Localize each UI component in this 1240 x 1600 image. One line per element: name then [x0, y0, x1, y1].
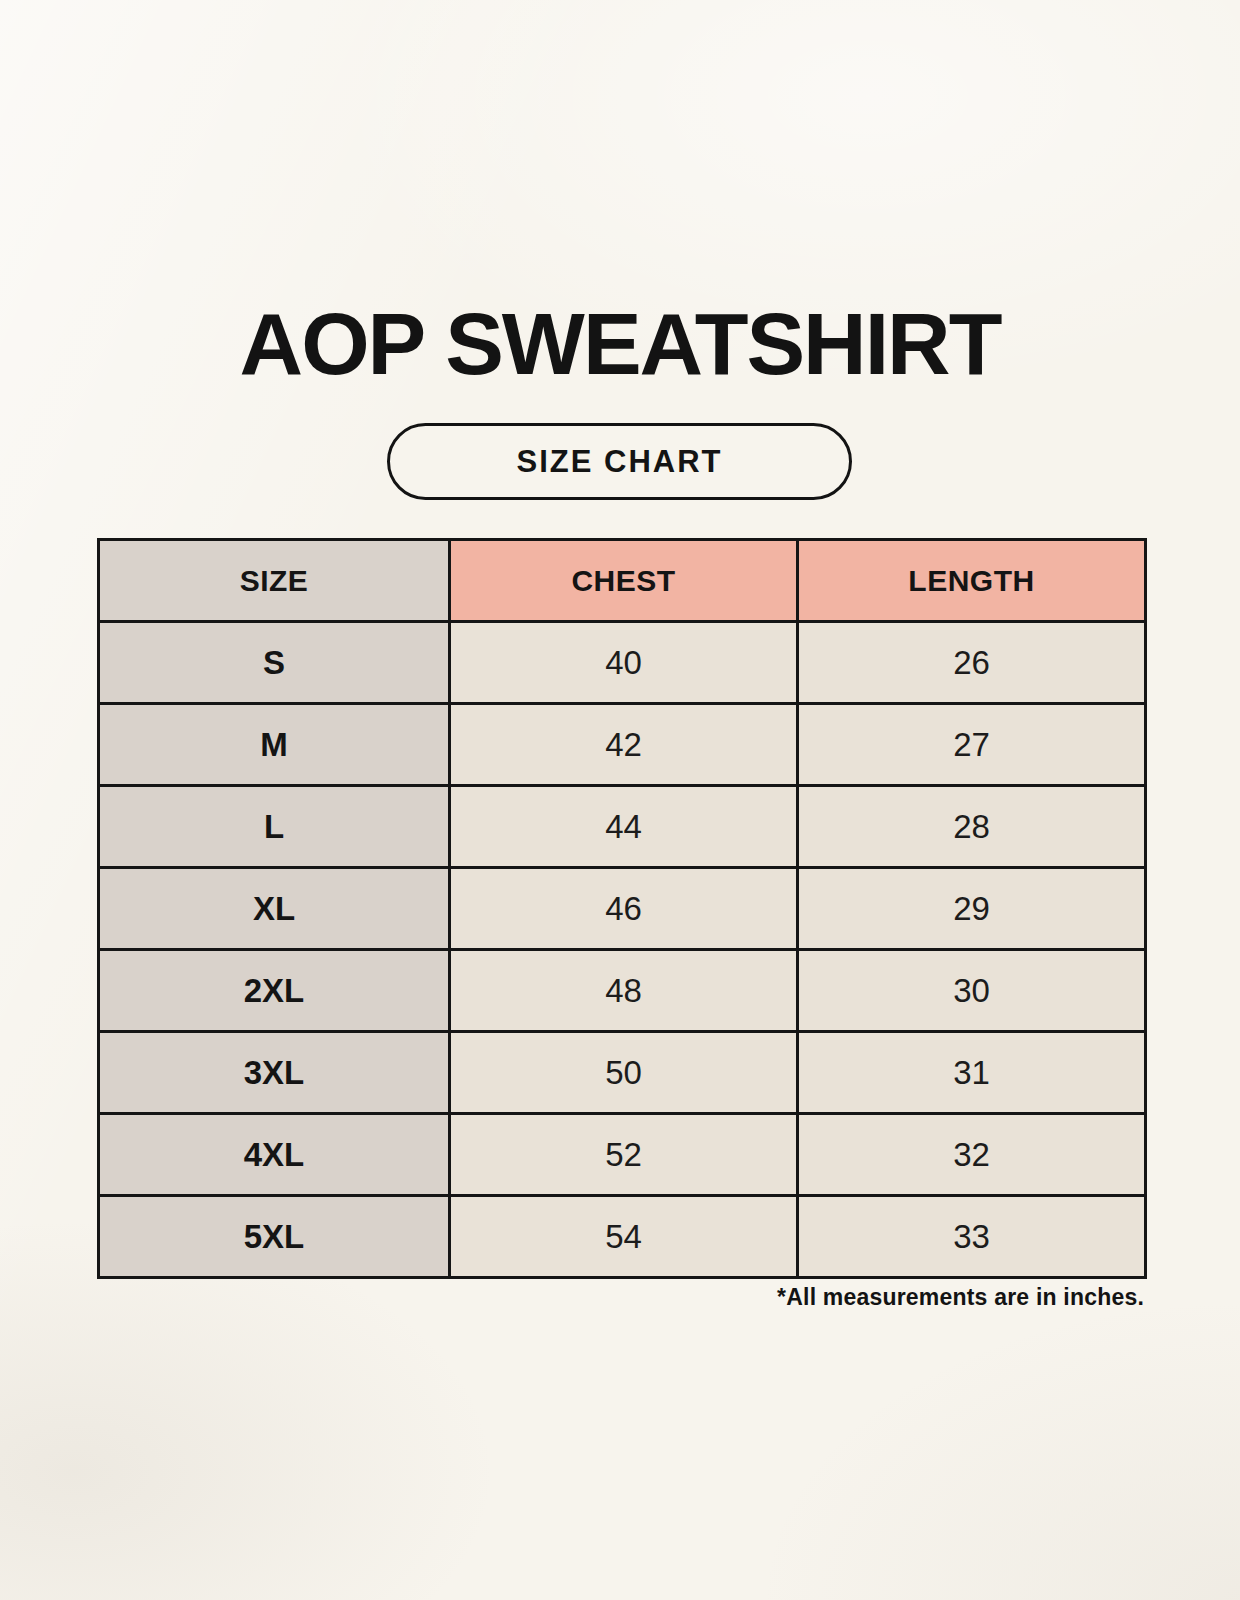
- chest-cell: 46: [450, 868, 798, 950]
- length-cell: 32: [798, 1114, 1146, 1196]
- column-header-length: LENGTH: [798, 540, 1146, 622]
- table-header-row: SIZE CHEST LENGTH: [99, 540, 1146, 622]
- chest-cell: 44: [450, 786, 798, 868]
- chest-cell: 48: [450, 950, 798, 1032]
- page-title: AOP SWEATSHIRT: [0, 293, 1240, 395]
- size-cell: L: [99, 786, 450, 868]
- column-header-chest: CHEST: [450, 540, 798, 622]
- length-cell: 26: [798, 622, 1146, 704]
- chest-cell: 40: [450, 622, 798, 704]
- chest-cell: 42: [450, 704, 798, 786]
- chest-cell: 54: [450, 1196, 798, 1278]
- size-cell: S: [99, 622, 450, 704]
- column-header-size: SIZE: [99, 540, 450, 622]
- length-cell: 29: [798, 868, 1146, 950]
- size-chart-badge-label: SIZE CHART: [517, 444, 723, 480]
- table-row-2xl: 2XL 48 30: [99, 950, 1146, 1032]
- table-row-3xl: 3XL 50 31: [99, 1032, 1146, 1114]
- table-row-s: S 40 26: [99, 622, 1146, 704]
- size-cell: 3XL: [99, 1032, 450, 1114]
- size-chart-badge: SIZE CHART: [387, 423, 852, 500]
- size-cell: 4XL: [99, 1114, 450, 1196]
- table-row-4xl: 4XL 52 32: [99, 1114, 1146, 1196]
- table-row-m: M 42 27: [99, 704, 1146, 786]
- table-row-xl: XL 46 29: [99, 868, 1146, 950]
- chest-cell: 50: [450, 1032, 798, 1114]
- length-cell: 33: [798, 1196, 1146, 1278]
- table-row-l: L 44 28: [99, 786, 1146, 868]
- length-cell: 28: [798, 786, 1146, 868]
- size-cell: XL: [99, 868, 450, 950]
- size-cell: 2XL: [99, 950, 450, 1032]
- footnote: *All measurements are in inches.: [777, 1284, 1144, 1311]
- length-cell: 30: [798, 950, 1146, 1032]
- size-cell: M: [99, 704, 450, 786]
- length-cell: 31: [798, 1032, 1146, 1114]
- size-table: SIZE CHEST LENGTH S 40 26 M 42 27 L 44 2…: [97, 538, 1147, 1279]
- size-cell: 5XL: [99, 1196, 450, 1278]
- length-cell: 27: [798, 704, 1146, 786]
- size-chart-page: AOP SWEATSHIRT SIZE CHART SIZE CHEST LEN…: [0, 0, 1240, 1600]
- chest-cell: 52: [450, 1114, 798, 1196]
- table-row-5xl: 5XL 54 33: [99, 1196, 1146, 1278]
